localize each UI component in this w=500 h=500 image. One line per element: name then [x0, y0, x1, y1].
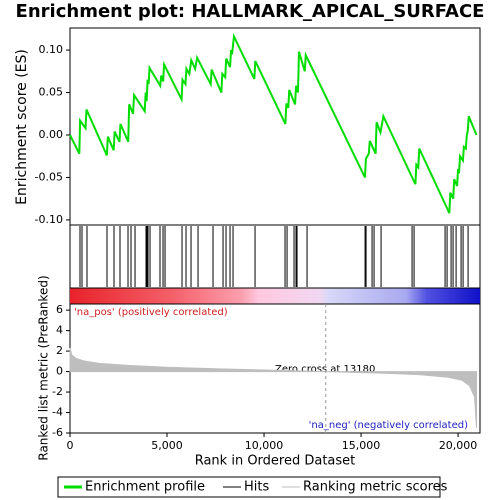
- annotation: Zero cross at 13180: [275, 364, 375, 375]
- y-tick-label: -4: [52, 406, 63, 419]
- x-axis-label: Rank in Ordered Dataset: [195, 454, 356, 469]
- y-tick-label: -0.10: [35, 213, 63, 226]
- y-tick-label: 0: [56, 365, 63, 378]
- x-tick-label: 0: [67, 439, 74, 452]
- y-tick-label: 0.10: [39, 43, 64, 56]
- frame: [69, 27, 481, 434]
- x-tick-label: 5,000: [151, 439, 183, 452]
- y-tick-label: -6: [52, 426, 63, 439]
- y-axis-label: Enrichment score (ES): [14, 49, 30, 205]
- x-tick-label: 10,000: [245, 439, 284, 452]
- legend-label: Ranking metric scores: [303, 480, 448, 495]
- annotation: 'na_neg' (negatively correlated): [309, 420, 468, 431]
- chart-title: Enrichment plot: HALLMARK_APICAL_SURFACE: [16, 1, 485, 22]
- y-tick-label: 2: [56, 344, 63, 357]
- metric-area: [69, 347, 478, 428]
- y-tick-label: 6: [56, 303, 63, 316]
- legend: [57, 476, 441, 498]
- y-tick-label: -2: [52, 385, 63, 398]
- legend-label: Enrichment profile: [85, 480, 205, 495]
- y-tick-label: 0.05: [39, 86, 64, 99]
- x-tick-label: 15,000: [342, 439, 381, 452]
- y-tick-label: -0.05: [35, 170, 63, 183]
- color-bar: [70, 288, 480, 304]
- x-tick-label: 20,000: [439, 439, 478, 452]
- es-line: [69, 32, 478, 214]
- y-tick-label: 4: [56, 324, 63, 337]
- y-axis-label: Ranked list metric (PreRanked): [37, 275, 51, 460]
- annotation: 'na_pos' (positively correlated): [74, 307, 228, 318]
- y-tick-label: 0.00: [39, 128, 64, 141]
- legend-label: Hits: [244, 480, 269, 495]
